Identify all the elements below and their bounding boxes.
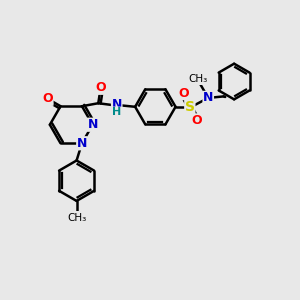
Text: CH₃: CH₃ [67, 213, 86, 223]
Text: O: O [191, 114, 202, 127]
Text: N: N [87, 118, 98, 131]
Text: S: S [185, 100, 195, 114]
Text: N: N [203, 92, 213, 104]
Text: O: O [95, 81, 106, 94]
Text: N: N [112, 98, 122, 111]
Text: CH₃: CH₃ [189, 74, 208, 84]
Text: H: H [112, 107, 122, 117]
Text: O: O [42, 92, 53, 105]
Text: N: N [77, 137, 87, 150]
Text: O: O [178, 87, 189, 100]
